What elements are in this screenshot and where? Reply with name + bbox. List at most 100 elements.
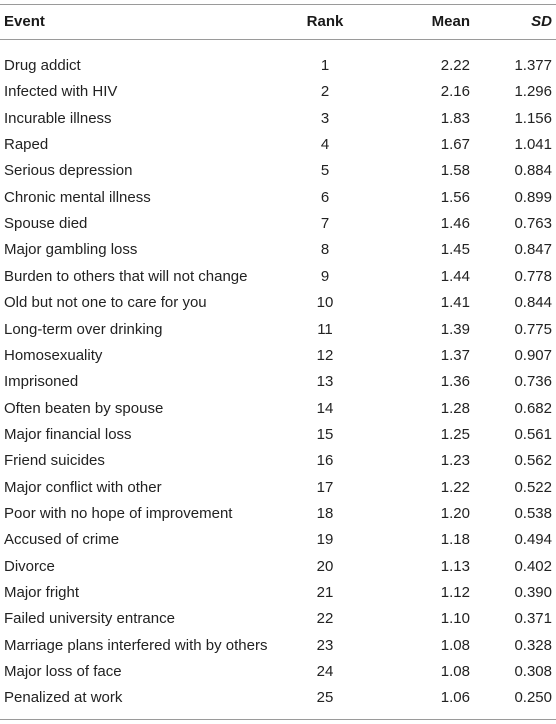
cell-event: Infected with HIV (4, 83, 118, 101)
table-row: Serious depression 5 1.58 0.884 (0, 158, 556, 184)
cell-mean: 1.41 (440, 294, 470, 312)
cell-sd: 1.041 (514, 136, 552, 154)
cell-rank: 5 (320, 162, 330, 180)
cell-event: Chronic mental illness (4, 188, 151, 206)
cell-sd: 0.884 (514, 162, 552, 180)
cell-sd: 0.561 (514, 425, 552, 443)
cell-sd: 0.371 (514, 610, 552, 628)
cell-event: Often beaten by spouse (4, 399, 164, 417)
cell-rank: 15 (316, 425, 334, 443)
cell-mean: 1.28 (440, 399, 470, 417)
cell-mean: 1.56 (440, 188, 470, 206)
table-row: Major loss of face 24 1.08 0.308 (0, 659, 556, 685)
cell-rank: 1 (320, 57, 330, 74)
cell-event: Divorce (4, 557, 55, 575)
cell-sd: 0.899 (514, 188, 552, 206)
table-row: Incurable illness 3 1.83 1.156 (0, 106, 556, 132)
table-row: Major gambling loss 8 1.45 0.847 (0, 237, 556, 263)
cell-event: Raped (4, 136, 49, 154)
table-row: Penalized at work 25 1.06 0.250 (0, 685, 556, 711)
cell-sd: 1.377 (514, 57, 552, 74)
cell-mean: 1.06 (440, 689, 470, 707)
cell-rank: 8 (320, 241, 330, 259)
cell-sd: 0.682 (514, 399, 552, 417)
cell-sd: 0.763 (514, 215, 552, 233)
cell-sd: 0.844 (514, 294, 552, 312)
cell-mean: 1.08 (440, 663, 470, 681)
table-row: Drug addict 1 2.22 1.377 (0, 53, 556, 79)
cell-sd: 0.907 (514, 346, 552, 364)
cell-event: Major financial loss (4, 425, 132, 443)
cell-mean: 1.12 (440, 584, 470, 601)
cell-event: Drug addict (4, 57, 81, 74)
cell-event: Marriage plans interfered with by others (4, 636, 268, 654)
table-row: Friend suicides 16 1.23 0.562 (0, 448, 556, 474)
cell-rank: 9 (320, 267, 330, 285)
cell-mean: 1.20 (440, 504, 470, 522)
cell-rank: 17 (316, 478, 334, 496)
bottom-rule (0, 719, 556, 720)
cell-rank: 18 (316, 504, 334, 522)
cell-sd: 0.538 (514, 504, 552, 522)
cell-rank: 11 (317, 320, 333, 338)
header-mean: Mean (431, 13, 470, 30)
cell-event: Spouse died (4, 215, 88, 233)
cell-mean: 2.16 (440, 83, 470, 101)
cell-sd: 0.250 (514, 689, 552, 707)
cell-rank: 21 (316, 584, 334, 601)
cell-event: Incurable illness (4, 109, 112, 127)
header-sd: SD (531, 13, 552, 30)
table-row: Burden to others that will not change 9 1.… (0, 264, 556, 290)
cell-rank: 2 (320, 83, 330, 101)
cell-rank: 12 (316, 346, 334, 364)
cell-mean: 1.36 (440, 373, 470, 391)
cell-sd: 0.847 (514, 241, 552, 259)
cell-mean: 1.44 (440, 267, 470, 285)
cell-rank: 3 (320, 109, 330, 127)
table-row: Poor with no hope of improvement 18 1.20 0.… (0, 501, 556, 527)
cell-sd: 0.736 (514, 373, 552, 391)
table-header: Event Rank Mean SD (0, 4, 556, 40)
table-row: Spouse died 7 1.46 0.763 (0, 211, 556, 237)
cell-sd: 0.308 (514, 663, 552, 681)
cell-event: Friend suicides (4, 452, 105, 470)
table-row: Old but not one to care for you 10 1.41 0.8… (0, 290, 556, 316)
cell-rank: 23 (316, 636, 334, 654)
table-row: Major conflict with other 17 1.22 0.522 (0, 475, 556, 501)
cell-event: Major loss of face (4, 663, 122, 681)
cell-mean: 1.23 (440, 452, 470, 470)
cell-sd: 0.390 (514, 584, 552, 601)
cell-rank: 20 (316, 557, 334, 575)
cell-mean: 1.83 (440, 109, 470, 127)
cell-event: Major conflict with other (4, 478, 162, 496)
cell-rank: 14 (316, 399, 334, 417)
cell-event: Accused of crime (4, 531, 120, 549)
cell-mean: 1.39 (440, 320, 470, 338)
header-event: Event (4, 13, 45, 30)
header-rank: Rank (306, 13, 344, 30)
cell-event: Major fright (4, 584, 80, 601)
cell-mean: 1.25 (440, 425, 470, 443)
cell-rank: 22 (316, 610, 334, 628)
table-row: Homosexuality 12 1.37 0.907 (0, 343, 556, 369)
cell-event: Burden to others that will not change (4, 267, 248, 285)
cell-mean: 1.58 (440, 162, 470, 180)
cell-sd: 1.296 (514, 83, 552, 101)
cell-event: Failed university entrance (4, 610, 175, 628)
cell-event: Long-term over drinking (4, 320, 163, 338)
table-row: Major fright 21 1.12 0.390 (0, 580, 556, 606)
cell-rank: 13 (316, 373, 334, 391)
cell-event: Penalized at work (4, 689, 123, 707)
cell-rank: 24 (316, 663, 334, 681)
cell-sd: 0.328 (514, 636, 552, 654)
cell-mean: 1.37 (440, 346, 470, 364)
cell-event: Imprisoned (4, 373, 79, 391)
table-row: Marriage plans interfered with by others… (0, 633, 556, 659)
cell-sd: 0.778 (514, 267, 552, 285)
cell-mean: 1.10 (440, 610, 470, 628)
table-row: Raped 4 1.67 1.041 (0, 132, 556, 158)
cell-event: Homosexuality (4, 346, 103, 364)
cell-mean: 1.45 (440, 241, 470, 259)
cell-mean: 1.18 (440, 531, 470, 549)
